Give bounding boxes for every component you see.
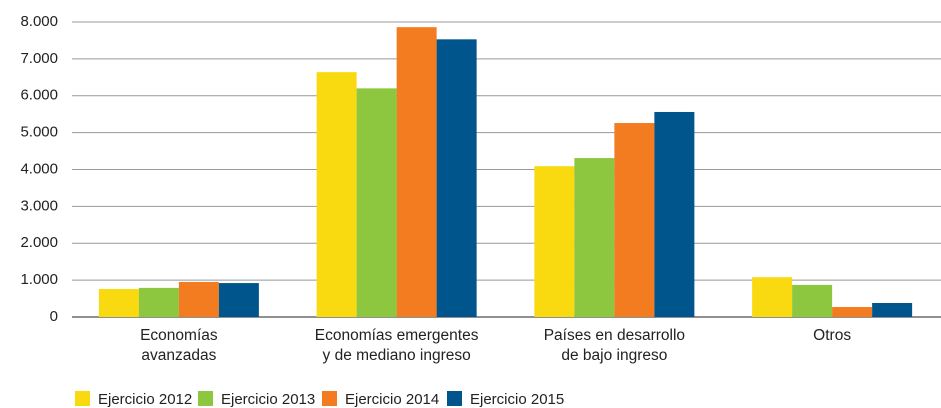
bar	[218, 283, 259, 317]
bar	[654, 111, 695, 317]
bar	[436, 39, 477, 318]
bar	[138, 287, 179, 317]
x-tick-label: Economías emergentes y de mediano ingres…	[314, 327, 479, 364]
y-tick-label: 5.000	[20, 124, 58, 141]
bar	[534, 166, 575, 317]
x-tick-label: Países en desarrollo de bajo ingreso	[543, 327, 686, 364]
bar	[396, 27, 437, 317]
y-tick-label: 4.000	[20, 160, 58, 177]
legend-label: Ejercicio 2013	[221, 391, 315, 408]
legend-label: Ejercicio 2015	[470, 391, 564, 408]
legend-label: Ejercicio 2012	[98, 391, 192, 408]
y-tick-label: 3.000	[20, 197, 58, 214]
y-tick-label: 6.000	[20, 87, 58, 104]
legend-label: Ejercicio 2014	[345, 391, 439, 408]
legend-swatch	[447, 391, 462, 406]
bar	[178, 281, 219, 317]
y-tick-label: 8.000	[20, 13, 58, 30]
bar	[98, 288, 139, 317]
legend-swatch	[322, 391, 337, 406]
bar	[316, 72, 357, 318]
bar	[832, 307, 873, 317]
bar	[356, 88, 397, 317]
legend-swatch	[198, 391, 213, 406]
y-tick-label: 1.000	[20, 271, 58, 288]
bar	[614, 123, 655, 317]
bar	[792, 284, 833, 317]
bar	[574, 158, 615, 317]
y-tick-label: 7.000	[20, 50, 58, 67]
bar	[872, 302, 913, 317]
y-tick-label: 0	[50, 308, 58, 325]
legend-swatch	[75, 391, 90, 406]
x-tick-label: Economías avanzadas	[140, 327, 218, 364]
y-tick-label: 2.000	[20, 234, 58, 251]
x-tick-label: Otros	[813, 327, 852, 344]
bar	[752, 277, 793, 317]
